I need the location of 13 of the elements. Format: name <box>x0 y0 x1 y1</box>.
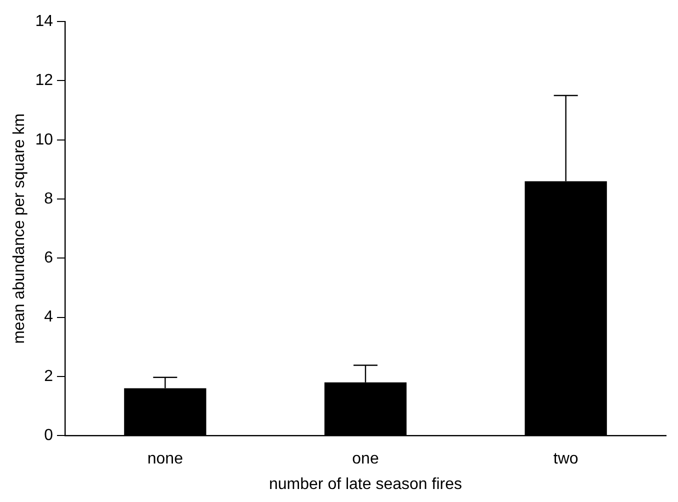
y-tick-label: 0 <box>44 427 54 444</box>
x-tick-label: two <box>553 450 578 468</box>
y-tick-label: 10 <box>35 131 54 148</box>
y-tick-label: 14 <box>35 13 54 30</box>
y-tick-label: 4 <box>44 308 54 326</box>
x-axis-title: number of late season fires <box>269 476 462 493</box>
x-tick-label: none <box>147 450 184 468</box>
y-tick-label: 2 <box>44 368 54 385</box>
y-axis-title: mean abundance per square km <box>11 113 28 344</box>
y-tick-label: 6 <box>44 250 54 267</box>
y-tick-label: 12 <box>35 72 54 90</box>
y-tick-label: 8 <box>44 190 54 208</box>
x-tick-label: one <box>352 450 379 468</box>
